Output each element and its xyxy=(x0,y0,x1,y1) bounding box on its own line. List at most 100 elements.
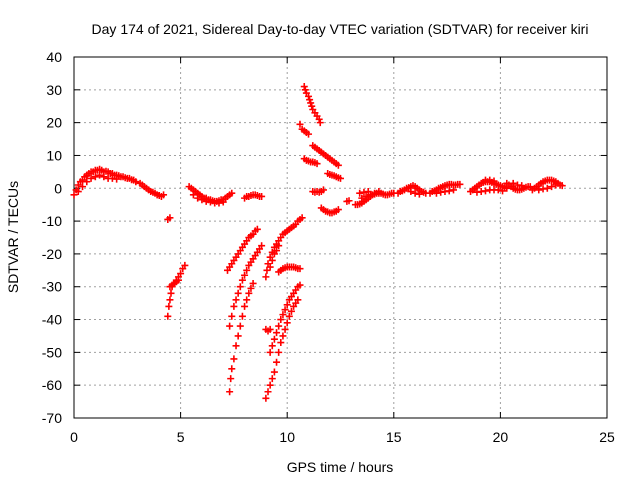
data-point xyxy=(270,335,278,343)
x-tick-label: 20 xyxy=(493,429,509,445)
data-point xyxy=(486,176,494,184)
data-point xyxy=(306,96,314,104)
data-point xyxy=(456,180,464,188)
data-point xyxy=(228,365,236,373)
data-point xyxy=(268,375,276,383)
x-axis-label: GPS time / hours xyxy=(287,459,394,475)
data-point xyxy=(83,178,91,186)
data-point xyxy=(266,263,274,271)
data-point xyxy=(165,302,173,310)
data-point xyxy=(87,174,95,182)
data-point xyxy=(266,348,274,356)
data-point xyxy=(449,186,457,194)
data-point xyxy=(315,115,323,123)
data-point xyxy=(74,188,82,196)
data-point xyxy=(236,283,244,291)
data-point xyxy=(198,196,206,204)
data-point xyxy=(407,188,415,196)
data-point xyxy=(228,312,236,320)
data-point xyxy=(228,189,236,197)
data-point xyxy=(281,306,289,314)
data-point xyxy=(219,198,227,206)
data-point xyxy=(445,187,453,195)
data-point xyxy=(275,348,283,356)
data-point xyxy=(215,199,223,207)
data-point xyxy=(236,322,244,330)
data-point xyxy=(100,173,108,181)
data-point xyxy=(243,296,251,304)
data-point xyxy=(277,339,285,347)
data-point xyxy=(226,322,234,330)
data-point xyxy=(245,289,253,297)
data-point xyxy=(375,188,383,196)
data-point xyxy=(166,214,174,222)
data-point xyxy=(283,319,291,327)
data-point xyxy=(249,279,257,287)
data-point xyxy=(334,161,342,169)
x-tick-label: 15 xyxy=(386,429,402,445)
y-tick-label: -10 xyxy=(42,213,62,229)
data-point xyxy=(268,342,276,350)
data-point xyxy=(227,375,235,383)
data-point xyxy=(319,186,327,194)
data-point xyxy=(70,191,78,199)
data-point xyxy=(253,225,261,233)
data-point xyxy=(308,102,316,110)
y-tick-label: 20 xyxy=(46,115,62,131)
data-point xyxy=(481,187,489,195)
data-point xyxy=(167,289,175,297)
data-point xyxy=(305,92,313,100)
data-point xyxy=(307,99,315,107)
data-point xyxy=(258,242,266,250)
data-point xyxy=(230,302,238,310)
x-axis-ticks: 0 5 10 15 20 25 xyxy=(70,57,615,445)
data-point xyxy=(279,332,287,340)
data-point xyxy=(300,83,308,91)
y-tick-label: 10 xyxy=(46,147,62,163)
data-point xyxy=(296,120,304,128)
data-point xyxy=(356,189,364,197)
data-point xyxy=(234,289,242,297)
data-point xyxy=(181,261,189,269)
data-point xyxy=(499,187,507,195)
data-point xyxy=(164,312,172,320)
data-point xyxy=(518,182,526,190)
data-point xyxy=(287,307,295,315)
data-point xyxy=(277,316,285,324)
data-point xyxy=(234,332,242,340)
data-point xyxy=(160,191,168,199)
data-point xyxy=(494,186,502,194)
y-tick-label: -60 xyxy=(42,377,62,393)
data-point xyxy=(279,311,287,319)
data-point xyxy=(281,325,289,333)
data-point xyxy=(334,206,342,214)
data-point xyxy=(243,266,251,274)
data-point xyxy=(96,171,104,179)
data-point xyxy=(275,242,283,250)
data-point xyxy=(296,265,304,273)
data-point xyxy=(285,312,293,320)
data-point xyxy=(411,189,419,197)
x-tick-label: 5 xyxy=(177,429,185,445)
y-tick-label: -40 xyxy=(42,312,62,328)
data-point xyxy=(266,325,274,333)
data-point xyxy=(230,355,238,363)
data-point xyxy=(273,358,281,366)
y-tick-label: -50 xyxy=(42,344,62,360)
data-point xyxy=(241,271,249,279)
data-point xyxy=(490,177,498,185)
y-tick-label: 30 xyxy=(46,82,62,98)
y-tick-label: -20 xyxy=(42,246,62,262)
y-tick-label: -30 xyxy=(42,279,62,295)
data-point xyxy=(268,256,276,264)
data-point xyxy=(283,301,291,309)
data-point xyxy=(316,119,324,127)
data-point xyxy=(113,175,121,183)
chart-title: Day 174 of 2021, Sidereal Day-to-day VTE… xyxy=(92,21,589,37)
data-points xyxy=(70,83,566,402)
data-point xyxy=(364,188,372,196)
data-point xyxy=(262,273,270,281)
data-point xyxy=(535,186,543,194)
data-point xyxy=(313,160,321,168)
